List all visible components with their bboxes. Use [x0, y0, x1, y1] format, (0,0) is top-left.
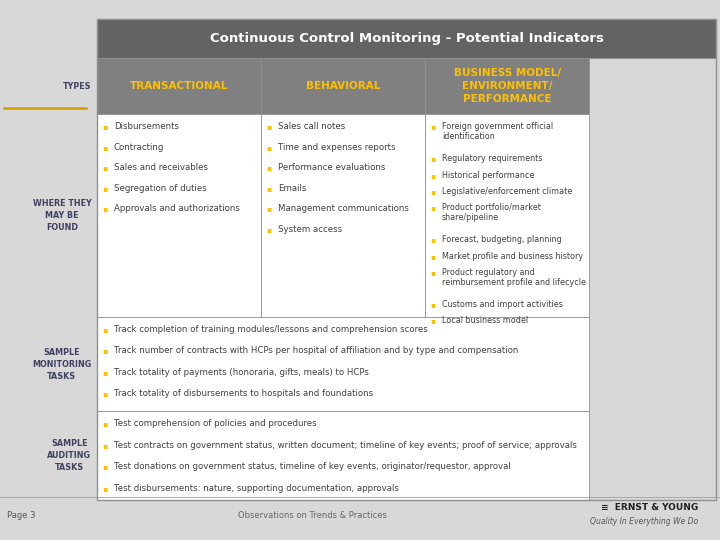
Text: WHERE THEY
MAY BE
FOUND: WHERE THEY MAY BE FOUND	[32, 199, 91, 232]
Text: System access: System access	[278, 225, 342, 234]
FancyBboxPatch shape	[261, 58, 426, 114]
Text: Test disbursements: nature, supporting documentation, approvals: Test disbursements: nature, supporting d…	[114, 484, 399, 493]
Text: Quality In Everything We Do: Quality In Everything We Do	[590, 517, 698, 525]
Text: Forecast, budgeting, planning: Forecast, budgeting, planning	[442, 235, 562, 245]
Text: Time and expenses reports: Time and expenses reports	[278, 143, 395, 152]
Text: ▪: ▪	[431, 252, 436, 261]
Text: TYPES: TYPES	[63, 82, 91, 91]
FancyBboxPatch shape	[97, 114, 261, 317]
Text: ▪: ▪	[102, 325, 107, 334]
Text: Local business model: Local business model	[442, 316, 528, 326]
Text: ▪: ▪	[102, 484, 107, 493]
Text: Legislative/enforcement climate: Legislative/enforcement climate	[442, 187, 572, 196]
Text: Product portfolio/market
share/pipeline: Product portfolio/market share/pipeline	[442, 203, 541, 222]
Text: ▪: ▪	[102, 143, 107, 152]
FancyBboxPatch shape	[261, 114, 426, 317]
Text: ▪: ▪	[102, 462, 107, 471]
Text: Sales and receivables: Sales and receivables	[114, 163, 208, 172]
Text: Track number of contracts with HCPs per hospital of affiliation and by type and : Track number of contracts with HCPs per …	[114, 346, 518, 355]
Text: Observations on Trends & Practices: Observations on Trends & Practices	[238, 511, 387, 520]
Text: Foreign government official
identification: Foreign government official identificati…	[442, 122, 553, 141]
FancyBboxPatch shape	[97, 19, 716, 58]
Text: ▪: ▪	[266, 143, 271, 152]
Text: ▪: ▪	[102, 441, 107, 450]
Text: ▪: ▪	[431, 203, 436, 212]
Text: TRANSACTIONAL: TRANSACTIONAL	[130, 81, 228, 91]
Text: Track completion of training modules/lessons and comprehension scores: Track completion of training modules/les…	[114, 325, 428, 334]
Text: Page 3: Page 3	[7, 511, 36, 520]
Text: ▪: ▪	[102, 204, 107, 213]
Text: Track totality of payments (honoraria, gifts, meals) to HCPs: Track totality of payments (honoraria, g…	[114, 368, 369, 377]
Text: Segregation of duties: Segregation of duties	[114, 184, 207, 193]
Text: Management communications: Management communications	[278, 204, 409, 213]
Text: Product regulatory and
reimbursement profile and lifecycle: Product regulatory and reimbursement pro…	[442, 268, 586, 287]
Text: ▪: ▪	[102, 389, 107, 399]
Text: ▪: ▪	[431, 187, 436, 196]
FancyBboxPatch shape	[97, 411, 590, 500]
Text: ▪: ▪	[102, 122, 107, 131]
Text: ▪: ▪	[266, 204, 271, 213]
Text: Performance evaluations: Performance evaluations	[278, 163, 385, 172]
Text: ▪: ▪	[431, 122, 436, 131]
Text: Continuous Control Monitoring - Potential Indicators: Continuous Control Monitoring - Potentia…	[210, 32, 604, 45]
Text: ▪: ▪	[266, 122, 271, 131]
Text: ▪: ▪	[102, 346, 107, 355]
Text: ▪: ▪	[431, 268, 436, 277]
FancyBboxPatch shape	[97, 317, 590, 411]
Text: ▪: ▪	[431, 235, 436, 245]
Text: Disbursements: Disbursements	[114, 122, 179, 131]
FancyBboxPatch shape	[426, 58, 590, 114]
Text: Sales call notes: Sales call notes	[278, 122, 345, 131]
Text: ▪: ▪	[102, 184, 107, 193]
Text: ▪: ▪	[266, 163, 271, 172]
Text: ▪: ▪	[431, 316, 436, 326]
Text: Market profile and business history: Market profile and business history	[442, 252, 583, 261]
Text: ▪: ▪	[431, 154, 436, 164]
Text: ▪: ▪	[102, 419, 107, 428]
Text: Contracting: Contracting	[114, 143, 164, 152]
FancyBboxPatch shape	[426, 114, 590, 317]
Text: ▪: ▪	[102, 368, 107, 377]
Text: Approvals and authorizations: Approvals and authorizations	[114, 204, 240, 213]
Text: ▪: ▪	[431, 300, 436, 309]
Text: SAMPLE
MONITORING
TASKS: SAMPLE MONITORING TASKS	[32, 348, 91, 381]
Text: BUSINESS MODEL/
ENVIRONMENT/
PERFORMANCE: BUSINESS MODEL/ ENVIRONMENT/ PERFORMANCE	[454, 69, 561, 104]
Text: Historical performance: Historical performance	[442, 171, 534, 180]
FancyBboxPatch shape	[97, 58, 261, 114]
Text: ▪: ▪	[102, 163, 107, 172]
Text: Regulatory requirements: Regulatory requirements	[442, 154, 542, 164]
Text: ▪: ▪	[266, 184, 271, 193]
Text: Track totality of disbursements to hospitals and foundations: Track totality of disbursements to hospi…	[114, 389, 373, 399]
Text: ▪: ▪	[431, 171, 436, 180]
Text: ▪: ▪	[266, 225, 271, 234]
Text: Emails: Emails	[278, 184, 306, 193]
Text: Test contracts on government status, written document; timeline of key events; p: Test contracts on government status, wri…	[114, 441, 577, 450]
Text: Test comprehension of policies and procedures: Test comprehension of policies and proce…	[114, 419, 316, 428]
Text: Customs and import activities: Customs and import activities	[442, 300, 563, 309]
Text: ≡  ERNST & YOUNG: ≡ ERNST & YOUNG	[601, 503, 698, 511]
Text: BEHAVIORAL: BEHAVIORAL	[306, 81, 380, 91]
Text: SAMPLE
AUDITING
TASKS: SAMPLE AUDITING TASKS	[48, 439, 91, 472]
Text: Test donations on government status, timeline of key events, originator/requesto: Test donations on government status, tim…	[114, 462, 510, 471]
